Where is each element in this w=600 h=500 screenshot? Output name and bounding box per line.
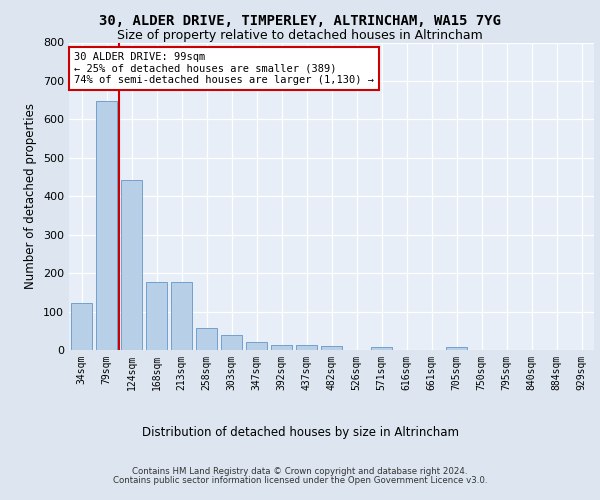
Bar: [71, 303, 92, 350]
Text: Distribution of detached houses by size in Altrincham: Distribution of detached houses by size …: [142, 426, 458, 439]
Text: Size of property relative to detached houses in Altrincham: Size of property relative to detached ho…: [117, 29, 483, 42]
Bar: [121, 180, 142, 350]
Bar: [321, 346, 342, 350]
Bar: [146, 282, 167, 350]
Text: Contains public sector information licensed under the Open Government Licence v3: Contains public sector information licen…: [113, 476, 487, 485]
Y-axis label: Number of detached properties: Number of detached properties: [25, 104, 37, 289]
Bar: [196, 328, 217, 350]
Text: Contains HM Land Registry data © Crown copyright and database right 2024.: Contains HM Land Registry data © Crown c…: [132, 467, 468, 476]
Bar: [446, 347, 467, 350]
Text: 30, ALDER DRIVE, TIMPERLEY, ALTRINCHAM, WA15 7YG: 30, ALDER DRIVE, TIMPERLEY, ALTRINCHAM, …: [99, 14, 501, 28]
Bar: [96, 101, 117, 350]
Bar: [221, 334, 242, 350]
Bar: [296, 345, 317, 350]
Bar: [246, 342, 267, 350]
Bar: [371, 347, 392, 350]
Bar: [271, 346, 292, 350]
Bar: [171, 282, 192, 350]
Text: 30 ALDER DRIVE: 99sqm
← 25% of detached houses are smaller (389)
74% of semi-det: 30 ALDER DRIVE: 99sqm ← 25% of detached …: [74, 52, 374, 85]
